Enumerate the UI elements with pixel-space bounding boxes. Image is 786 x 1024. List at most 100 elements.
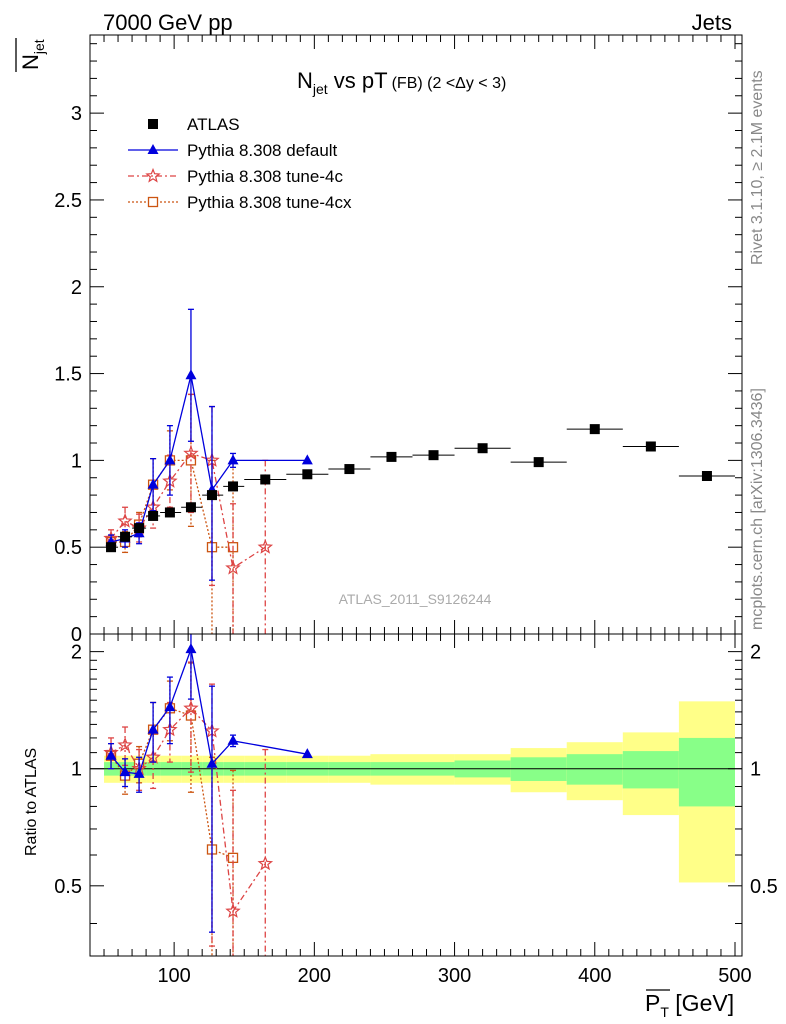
- ratio-tick-label: 2: [71, 642, 82, 664]
- data-point: [227, 454, 239, 465]
- x-axis-label-sub: T: [660, 1004, 669, 1020]
- data-point: [134, 523, 145, 534]
- rivet-version-label: Rivet 3.1.10, ≥ 2.1M events: [749, 70, 766, 265]
- ratio-tick-label: 1: [71, 759, 82, 781]
- legend-label: ATLAS: [187, 115, 240, 134]
- ratio-plot-frame: [89, 633, 743, 957]
- stat-uncertainty-band: [678, 737, 735, 807]
- y-tick-label: 1.5: [54, 364, 82, 386]
- svg-text:PT [GeV]: PT [GeV]: [645, 990, 734, 1020]
- y-tick-label: 0: [71, 624, 82, 646]
- x-tick-label: 200: [298, 965, 331, 987]
- svg-text:Njet: Njet: [18, 39, 47, 70]
- x-tick-label: 300: [438, 965, 471, 987]
- x-axis-label: PT [GeV]: [645, 989, 734, 1020]
- data-point: [428, 450, 439, 461]
- legend: ATLAS Pythia 8.308 default Pythia 8.308 tu…: [128, 115, 352, 212]
- ratio-pythia-8-308-tune-4c: [103, 661, 274, 956]
- analysis-watermark: ATLAS_2011_S9126244: [339, 591, 492, 607]
- ratio-tick-label: 0.5: [54, 876, 82, 898]
- data-point: [701, 471, 712, 482]
- data-point: [164, 507, 175, 518]
- legend-entry: Pythia 8.308 default: [128, 141, 338, 160]
- y-tick-label: 2.5: [54, 190, 82, 212]
- ratio-pythia-8-308-default: [105, 634, 313, 933]
- data-point: [106, 542, 117, 553]
- ratio-tick-label-right: 2: [750, 642, 761, 664]
- data-point: [206, 490, 217, 501]
- legend-label: Pythia 8.308 tune-4cx: [187, 193, 352, 212]
- data-point: [228, 481, 239, 492]
- y-tick-label: 1: [71, 450, 82, 472]
- legend-marker: [145, 167, 161, 183]
- data-point: [477, 443, 488, 454]
- ratio-point: [105, 749, 117, 760]
- data-point: [344, 464, 355, 475]
- chart-title: Njet vs pT (FB) (2 <Δy < 3): [297, 68, 506, 97]
- legend-entry: Pythia 8.308 tune-4cx: [128, 193, 352, 212]
- x-tick-label: 100: [157, 965, 190, 987]
- ratio-point: [301, 748, 313, 759]
- ratio-point: [117, 736, 133, 752]
- data-point: [533, 457, 544, 468]
- chart-title-sub: jet: [312, 81, 328, 97]
- main-plot-panel: 0 0.5 1 1.5 2 2.5 3 Njet vs pT (FB) (2 <Δy < 3)…: [15, 34, 743, 646]
- data-point: [147, 478, 159, 489]
- ratio-line: [110, 707, 234, 859]
- ratio-point: [227, 734, 239, 745]
- y-tick-label: 2: [71, 277, 82, 299]
- data-point: [148, 510, 159, 521]
- data-point: [589, 424, 600, 435]
- data-point: [120, 531, 131, 542]
- header-category-label: Jets: [692, 10, 732, 35]
- ratio-line: [110, 646, 308, 775]
- legend-entry: Pythia 8.308 tune-4c: [128, 167, 343, 186]
- legend-marker: [148, 119, 158, 129]
- x-axis-label-unit: [GeV]: [669, 990, 734, 1016]
- stat-uncertainty-band: [622, 751, 679, 789]
- legend-label: Pythia 8.308 default: [187, 141, 338, 160]
- data-point: [301, 454, 313, 465]
- data-point: [164, 454, 176, 465]
- data-point: [185, 369, 197, 380]
- ratio-axis-label: Ratio to ATLAS: [23, 748, 40, 856]
- y-tick-label: 0.5: [54, 537, 82, 559]
- data-point: [257, 539, 274, 554]
- ratio-point: [225, 903, 241, 918]
- chart-title-rest: vs pT: [328, 68, 388, 93]
- ratio-plot-panel: 0.5 0.5 1 1 2 2 100 200 300 400 500 Ratio to ATLAS: [23, 633, 778, 987]
- ratio-point: [119, 766, 131, 777]
- data-point: [185, 502, 196, 513]
- y-tick-label: 3: [71, 103, 82, 125]
- source-label: mcplots.cern.ch [arXiv:1306.3436]: [749, 388, 766, 630]
- ratio-point: [133, 767, 145, 778]
- ratio-point: [164, 701, 176, 712]
- ratio-point: [147, 723, 159, 734]
- x-axis-label-main: P: [645, 990, 660, 1016]
- data-point: [645, 441, 656, 452]
- legend-label: Pythia 8.308 tune-4c: [187, 167, 343, 186]
- ratio-tick-label-right: 0.5: [750, 876, 778, 898]
- y-axis-label-main: N: [18, 54, 43, 70]
- ratio-point: [185, 643, 197, 654]
- legend-marker: [147, 144, 159, 154]
- ratio-tick-label-right: 1: [750, 759, 761, 781]
- y-axis-label-sub: jet: [31, 39, 47, 55]
- ratio-point: [257, 855, 274, 871]
- series-atlas: [104, 424, 735, 553]
- chart-title-small: (FB) (2 <Δy < 3): [392, 75, 507, 92]
- legend-marker: [147, 196, 159, 208]
- ratio-point: [183, 700, 199, 715]
- x-tick-label: 500: [718, 965, 751, 987]
- data-point: [183, 445, 199, 461]
- legend-entry: ATLAS: [148, 115, 240, 134]
- header-energy-label: 7000 GeV pp: [103, 10, 233, 35]
- data-point: [386, 451, 397, 462]
- series-pythia-8-308-default: [105, 308, 313, 581]
- data-point: [117, 512, 133, 528]
- x-tick-label: 400: [578, 965, 611, 987]
- data-point: [225, 559, 241, 575]
- y-axis-label-top: Njet: [15, 38, 47, 72]
- stat-uncertainty-band: [566, 754, 623, 785]
